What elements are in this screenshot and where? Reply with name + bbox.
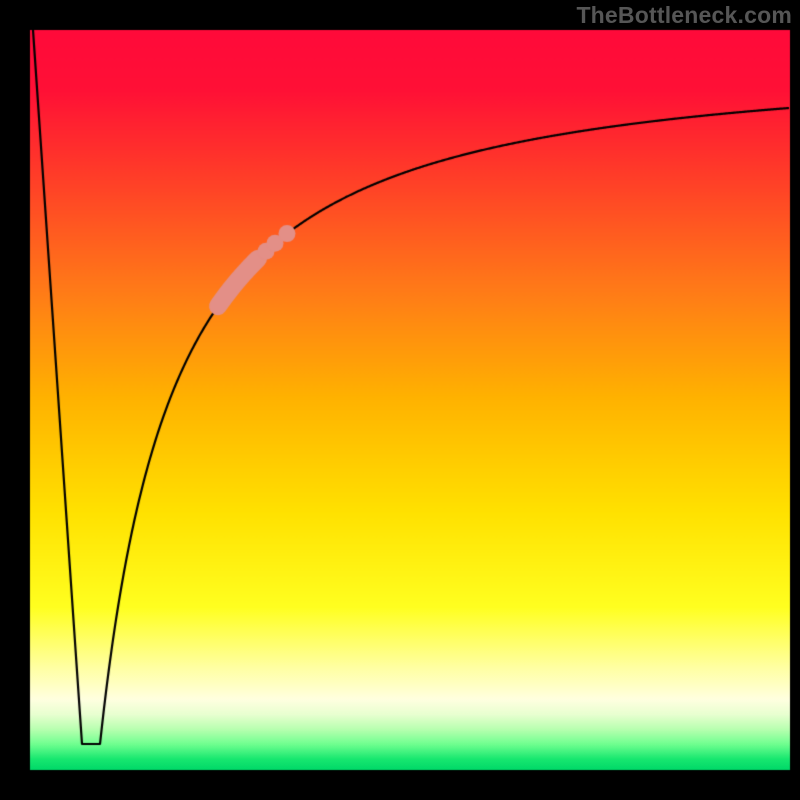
chart-canvas [0,0,800,800]
chart-stage: TheBottleneck.com [0,0,800,800]
